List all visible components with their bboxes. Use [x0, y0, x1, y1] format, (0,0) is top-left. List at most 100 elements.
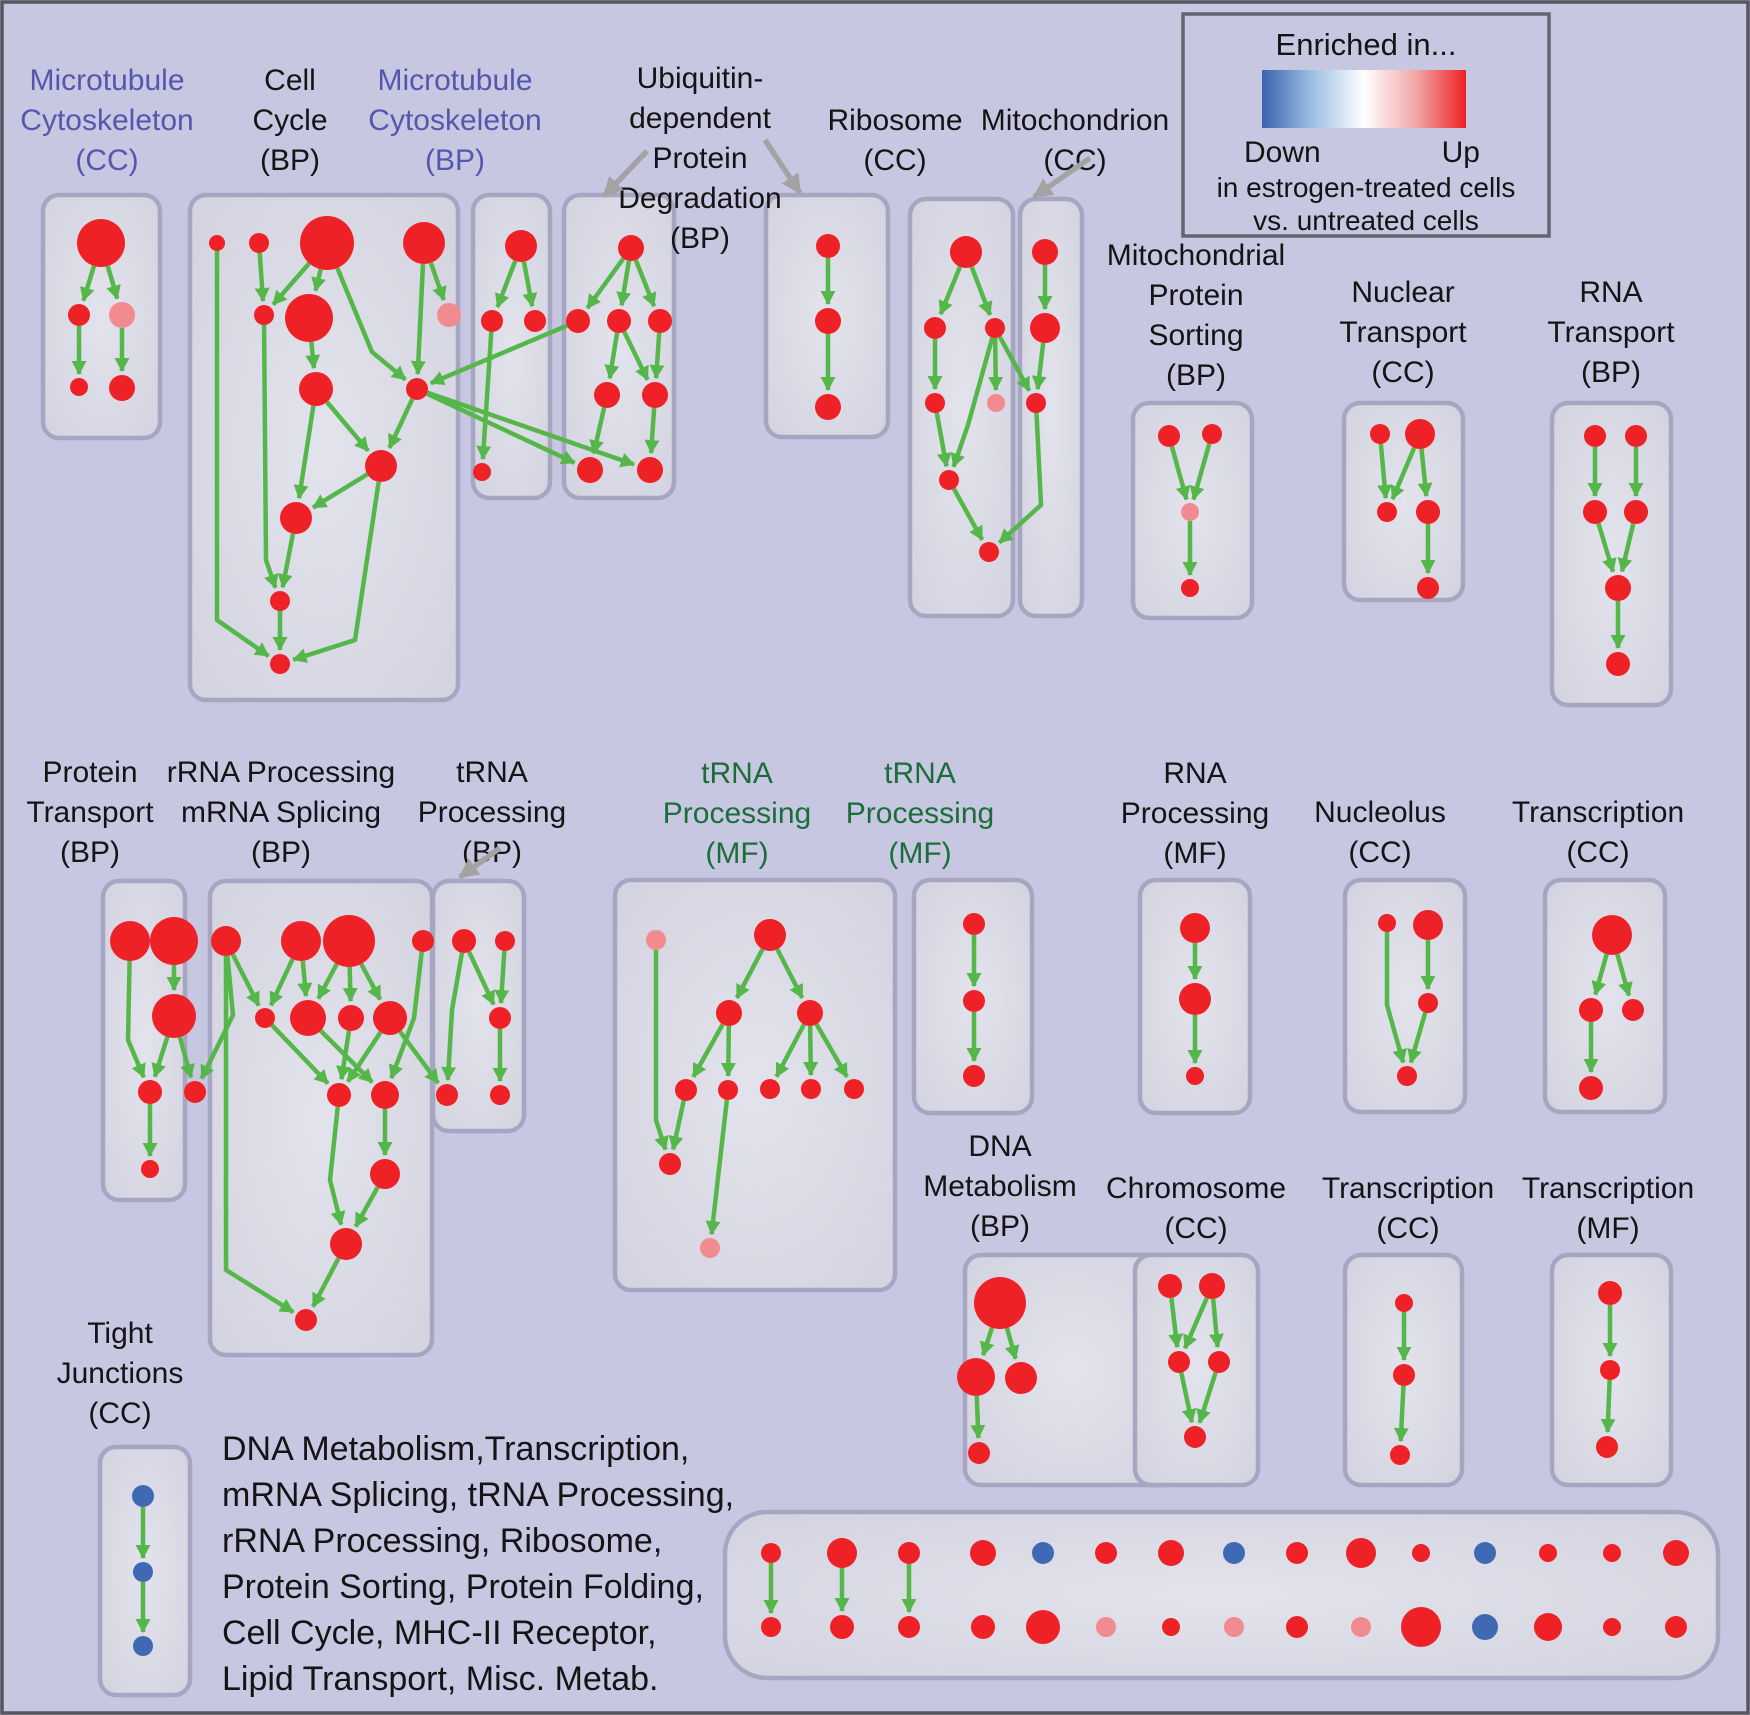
label-line: Protein — [42, 756, 137, 789]
gene-set-node-rna-transport — [1606, 652, 1630, 676]
edge-ubiquitin-1 — [644, 407, 660, 455]
gene-set-node-mitochondrion — [1030, 313, 1060, 343]
label-line: Processing — [663, 797, 811, 830]
label-line: Nuclear — [1351, 276, 1454, 309]
gene-set-node-chromosome — [1184, 1426, 1206, 1448]
gene-set-node-trna-mf-big — [675, 1079, 697, 1101]
label-line: Nucleolus — [1314, 796, 1446, 829]
gene-set-node-cell-cycle — [299, 372, 333, 406]
gene-set-node-ribosome — [950, 236, 982, 268]
gene-set-node-ribosome — [939, 470, 959, 490]
label-line: Protein — [652, 142, 747, 175]
gene-set-node-protein-transport — [184, 1081, 206, 1103]
cross-edge-rrna-to-pt — [199, 955, 236, 1080]
edge-transcription-cc-mid — [1615, 953, 1633, 997]
gene-set-node-misc-metab — [1534, 1613, 1562, 1641]
label-line: (BP) — [260, 144, 320, 177]
gene-set-node-rrna-mrna — [330, 1228, 362, 1260]
group-label-rna-transport-bp: RNA Transport (BP) — [1547, 276, 1675, 389]
pointer-arrow-to-ubiquitin-right-box — [762, 138, 803, 195]
cluster-box-misc-metab — [722, 1509, 1721, 1681]
edge-chromosome — [1196, 1371, 1218, 1424]
cluster-box-mt-cc — [40, 192, 163, 441]
gene-set-node-cell-cycle — [285, 294, 333, 342]
gene-set-node-rrna-mrna — [338, 1005, 364, 1031]
gene-set-node-cell-cycle — [437, 303, 461, 327]
edge-rna-transport — [1596, 522, 1617, 573]
label-line: (BP) — [425, 144, 485, 177]
gene-set-node-nuclear-transport — [1370, 424, 1390, 444]
gene-set-node-ubiquitin-1 — [648, 309, 672, 333]
gene-set-node-dna-metabolism — [957, 1358, 995, 1396]
edge-chromosome — [1179, 1372, 1197, 1424]
gene-set-node-mt-bp — [524, 310, 546, 332]
gene-set-node-trna-mf-big — [716, 1000, 742, 1026]
gene-set-node-ubiquitin-1 — [642, 382, 668, 408]
footnote-line: Lipid Transport, Misc. Metab. — [222, 1660, 659, 1698]
label-line: Microtubule — [377, 64, 532, 97]
cluster-box-rrna-mrna — [207, 878, 435, 1358]
label-line: Processing — [1121, 797, 1269, 830]
gene-set-node-protein-transport — [141, 1160, 159, 1178]
label-line: Tight — [87, 1317, 153, 1350]
gene-set-node-trna-mf-big — [754, 919, 786, 951]
gene-set-node-misc-metab — [1603, 1618, 1621, 1636]
label-line: (BP) — [1581, 356, 1641, 389]
edge-trna-bp — [467, 950, 496, 1006]
edge-rrna-mrna — [230, 953, 261, 1007]
gene-set-node-ribosome — [925, 393, 945, 413]
edge-trna-mf-big — [691, 1023, 725, 1079]
gene-set-node-misc-metab — [1351, 1617, 1371, 1637]
pointer-arrow-to-ubiquitin-left-box — [602, 149, 649, 198]
legend-color-scale — [1262, 70, 1466, 128]
group-label-nuclear-transport-cc: Nuclear Transport (CC) — [1339, 276, 1467, 389]
edge-trna-mf-big — [774, 1023, 806, 1078]
edge-dna-metabolism — [1004, 1327, 1020, 1360]
gene-set-node-misc-metab — [827, 1538, 857, 1568]
gene-set-node-mitochondrion — [1026, 393, 1046, 413]
edge-ubiquitin-1 — [589, 407, 607, 455]
label-line: rRNA Processing — [167, 756, 395, 789]
gene-set-node-rrna-mrna — [255, 1008, 275, 1028]
cluster-box-rna-transport — [1549, 400, 1674, 708]
label-line: tRNA — [701, 757, 773, 790]
gene-set-node-mt-cc — [70, 378, 88, 396]
gene-set-node-trna-mf-big — [718, 1080, 738, 1100]
gene-set-node-protein-transport — [150, 917, 198, 965]
edge-rrna-mrna — [268, 958, 295, 1007]
cluster-box-trna-mf-big — [612, 877, 898, 1293]
label-line: tRNA — [884, 757, 956, 790]
edge-ubiquitin-1 — [616, 260, 632, 307]
label-line: Ubiquitin- — [637, 62, 764, 95]
label-line: Metabolism — [923, 1170, 1076, 1203]
edge-ubiquitin-1 — [585, 257, 626, 310]
edge-cell-cycle — [271, 261, 311, 306]
gene-set-node-mt-bp — [473, 463, 491, 481]
gene-set-node-misc-metab — [1286, 1542, 1308, 1564]
gene-set-node-trna-mf-big — [646, 930, 666, 950]
edge-mt-cc — [105, 265, 121, 300]
gene-set-node-misc-metab — [970, 1540, 996, 1566]
gene-set-node-rrna-mrna — [290, 1000, 326, 1036]
edge-nuclear-transport — [1377, 443, 1393, 500]
gene-set-node-mito-protein-sorting — [1181, 579, 1199, 597]
legend-down-label: Down — [1244, 136, 1321, 169]
gene-set-node-cell-cycle — [249, 233, 269, 253]
edge-ribosome — [969, 266, 993, 316]
gene-set-node-cell-cycle — [254, 305, 274, 325]
edge-mt-bp — [521, 261, 538, 308]
gene-set-node-tight-junctions — [132, 1485, 154, 1507]
gene-set-node-misc-metab — [1665, 1616, 1687, 1638]
gene-set-node-ubiquitin-1 — [577, 457, 603, 483]
footnote-line: rRNA Processing, Ribosome, — [222, 1522, 662, 1560]
gene-set-node-cell-cycle — [270, 591, 290, 611]
gene-set-node-trna-mf-big — [659, 1153, 681, 1175]
gene-set-node-misc-metab — [1095, 1542, 1117, 1564]
edge-rrna-mrna — [359, 962, 383, 1001]
edge-ubiquitin-1 — [633, 259, 657, 308]
edge-rrna-mrna — [223, 956, 295, 1314]
edge-ribosome — [934, 412, 952, 468]
gene-set-node-ubiquitin-1 — [637, 457, 663, 483]
edge-ribosome — [951, 487, 985, 541]
